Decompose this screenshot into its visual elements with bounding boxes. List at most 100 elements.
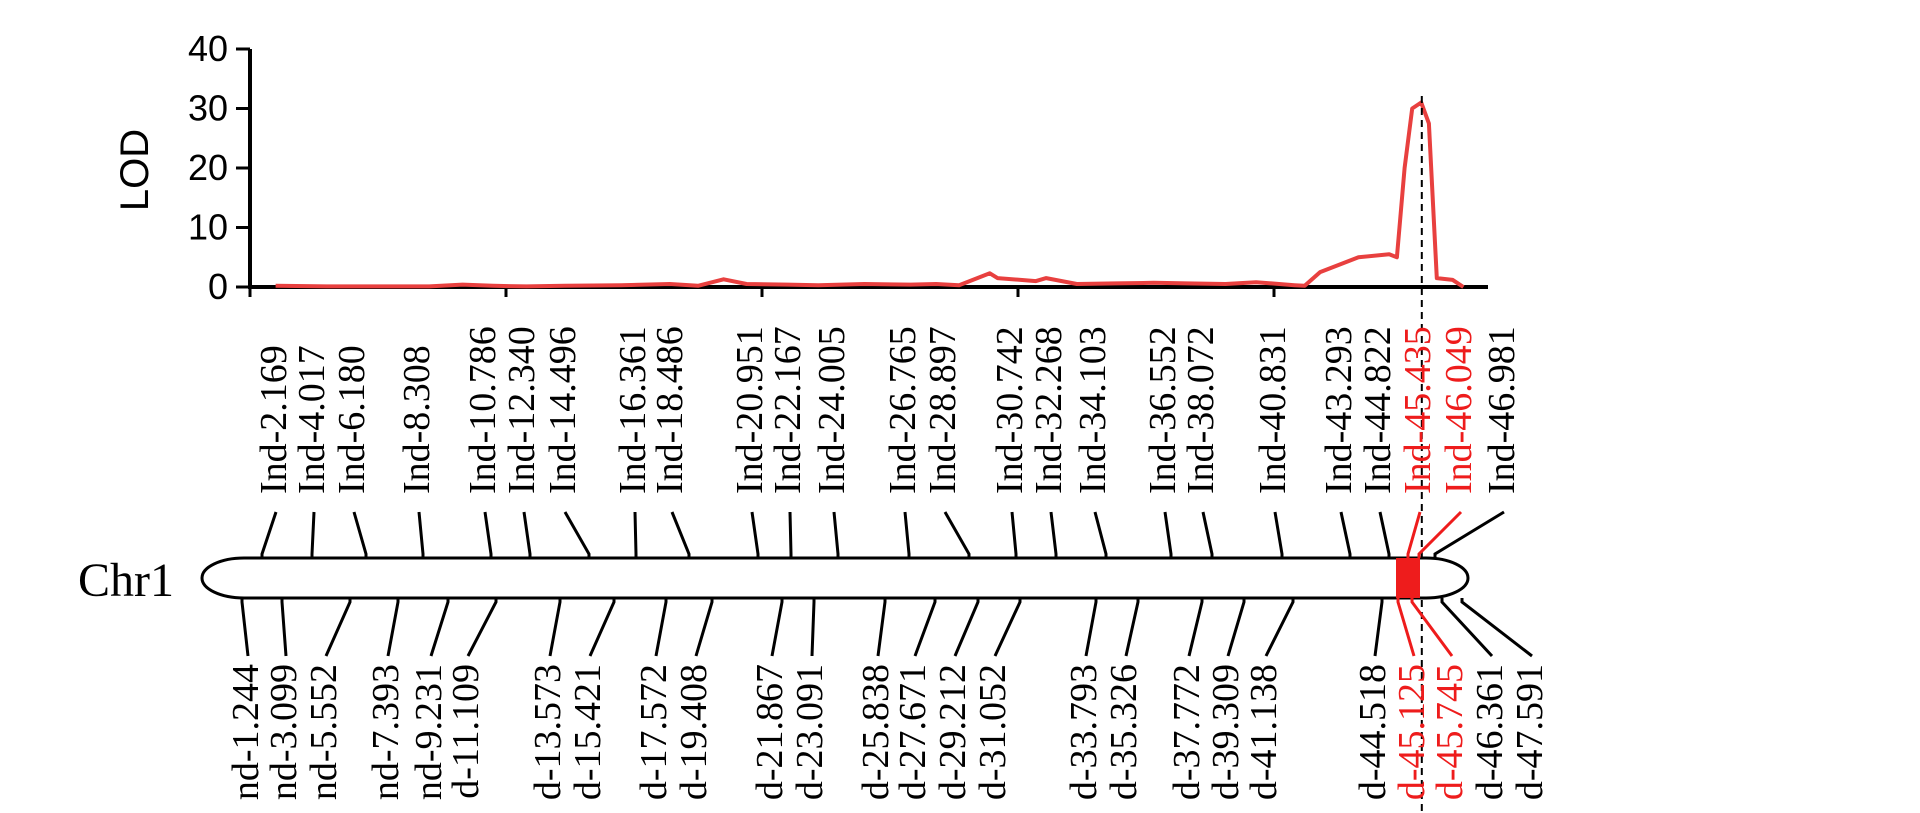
marker-bottom-label: nd-3.099 xyxy=(263,664,305,800)
marker-top-label: Ind-14.496 xyxy=(542,326,584,494)
marker-top-line xyxy=(832,511,840,558)
marker-bottom-label: d-46.361 xyxy=(1469,664,1511,800)
marker-bottom-line xyxy=(1373,598,1384,657)
marker-bottom-label: d-31.052 xyxy=(972,664,1014,800)
marker-top-label: Ind-16.361 xyxy=(612,326,654,494)
marker-bottom-label: d-35.326 xyxy=(1103,664,1145,800)
marker-bottom-line xyxy=(429,598,450,657)
marker-top-label: Ind-2.169 xyxy=(253,345,295,494)
marker-bottom-line xyxy=(1410,598,1454,657)
marker-bottom-line xyxy=(810,598,816,657)
marker-bottom-label: d-27.671 xyxy=(892,664,934,800)
y-axis-label: LOD xyxy=(113,129,157,211)
marker-bottom-line xyxy=(876,598,887,657)
marker-bottom-label: d-21.867 xyxy=(749,664,791,800)
marker-bottom-label: d-17.572 xyxy=(633,664,675,800)
marker-bottom-line xyxy=(1226,598,1246,657)
marker-top-label: Ind-43.293 xyxy=(1318,326,1360,494)
marker-bottom-label: d-13.573 xyxy=(527,664,569,800)
marker-bottom-line xyxy=(588,598,616,657)
marker-top-label: Ind-8.308 xyxy=(396,345,438,494)
marker-bottom-line xyxy=(1460,598,1533,658)
marker-top-line xyxy=(310,511,316,558)
marker-top-line xyxy=(1093,511,1108,558)
marker-bottom-label: nd-1.244 xyxy=(225,664,267,800)
marker-top-line xyxy=(352,511,368,558)
marker-top-line xyxy=(260,511,278,558)
marker-bottom-line xyxy=(654,598,668,657)
marker-top-label: Ind-10.786 xyxy=(462,326,504,494)
marker-top-line xyxy=(903,511,911,558)
marker-bottom-line xyxy=(993,598,1022,657)
lod-curve-line xyxy=(275,100,1465,289)
marker-top-line xyxy=(1339,511,1352,558)
y-tick-label: 20 xyxy=(188,147,228,188)
marker-bottom-label: d-19.408 xyxy=(673,664,715,800)
marker-top-line xyxy=(1163,511,1173,558)
marker-bottom-label: nd-9.231 xyxy=(408,664,450,800)
marker-bottom-line xyxy=(1396,598,1416,657)
marker-bottom-line xyxy=(1187,598,1204,657)
marker-top-label: Ind-40.831 xyxy=(1252,326,1294,494)
marker-bottom-label: d-15.421 xyxy=(567,664,609,800)
marker-top-line xyxy=(1378,511,1391,558)
marker-top-line xyxy=(633,511,638,558)
marker-top-label: Ind-18.486 xyxy=(649,326,691,494)
marker-bottom-label: d-23.091 xyxy=(789,664,831,800)
marker-bottom-label: d-39.309 xyxy=(1205,664,1247,800)
marker-top-line xyxy=(1273,511,1284,558)
marker-bottom-line xyxy=(466,598,498,657)
marker-top-line xyxy=(670,511,691,558)
y-tick-label: 40 xyxy=(188,28,228,69)
qtl-interval-highlight xyxy=(1396,558,1420,598)
marker-bottom-label: d-45.125 xyxy=(1391,664,1433,800)
marker-bottom-line xyxy=(386,598,400,657)
marker-top-label: Ind-46.049 xyxy=(1438,326,1480,494)
marker-top-line xyxy=(1049,511,1058,558)
marker-bottom-label: nd-7.393 xyxy=(365,664,407,800)
marker-top-label: Ind-22.167 xyxy=(767,326,809,494)
marker-bottom-label: d-37.772 xyxy=(1166,664,1208,800)
marker-bottom-line xyxy=(240,598,250,657)
marker-top-label: Ind-26.765 xyxy=(882,326,924,494)
marker-bottom-label: d-47.591 xyxy=(1509,664,1551,800)
marker-bottom-line xyxy=(280,598,288,657)
marker-bottom-label: d-29.212 xyxy=(932,664,974,800)
marker-top-label: Ind-12.340 xyxy=(501,326,543,494)
y-tick-label: 0 xyxy=(208,266,228,307)
marker-top-label: Ind-46.981 xyxy=(1481,326,1523,494)
marker-top-label: Ind-6.180 xyxy=(331,345,373,494)
marker-bottom-label: d-44.518 xyxy=(1352,664,1394,800)
marker-bottom-label: nd-5.552 xyxy=(303,664,345,800)
marker-top-line xyxy=(1406,511,1422,558)
marker-bottom-label: d-41.138 xyxy=(1243,664,1285,800)
lod-plot: 0 10 20 30 40 LOD xyxy=(113,28,1488,813)
marker-top-line xyxy=(522,511,532,558)
marker-bottom-line xyxy=(953,598,980,657)
marker-bottom-line xyxy=(1264,598,1295,657)
marker-top-label: Ind-38.072 xyxy=(1180,326,1222,494)
marker-top-line xyxy=(1433,510,1505,558)
marker-bottom-line xyxy=(694,598,714,657)
marker-top-label: Ind-32.268 xyxy=(1028,326,1070,494)
marker-bottom-line xyxy=(324,598,352,657)
chromosome-bar xyxy=(200,556,1470,600)
marker-top-label: Ind-24.005 xyxy=(811,326,853,494)
chromosome-label: Chr1 xyxy=(78,554,174,607)
marker-top-line xyxy=(483,511,493,558)
marker-top-line xyxy=(788,511,793,558)
marker-bottom-label: d-25.838 xyxy=(855,664,897,800)
marker-top-label: Ind-34.103 xyxy=(1072,326,1114,494)
marker-top-line xyxy=(1201,511,1214,558)
marker-bottom-label: d-11.109 xyxy=(445,664,487,799)
marker-top-label: Ind-36.552 xyxy=(1142,326,1184,494)
marker-top-label: Ind-30.742 xyxy=(989,326,1031,494)
marker-top-line xyxy=(943,511,971,558)
marker-bottom-line xyxy=(913,598,937,657)
marker-top-line xyxy=(1010,511,1018,558)
y-tick-label: 30 xyxy=(188,88,228,129)
marker-top-line xyxy=(563,511,591,558)
marker-bottom-line xyxy=(1124,598,1140,657)
